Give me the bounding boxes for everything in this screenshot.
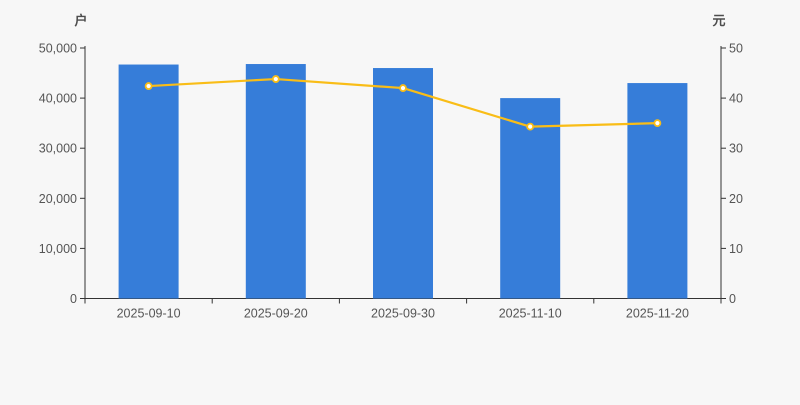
right-axis-tick-label: 50 — [729, 42, 743, 56]
x-axis-category-label: 2025-11-20 — [626, 307, 689, 321]
right-axis-tick-label: 0 — [729, 292, 736, 306]
right-axis-tick-label: 20 — [729, 192, 743, 206]
x-axis-category-label: 2025-11-10 — [499, 307, 562, 321]
line-marker[interactable] — [399, 84, 407, 92]
bar[interactable] — [245, 64, 306, 299]
right-axis-tick-label: 10 — [729, 242, 743, 256]
x-axis-category-label: 2025-09-30 — [371, 307, 435, 321]
bar[interactable] — [500, 98, 561, 299]
bar[interactable] — [627, 83, 688, 299]
left-axis-tick-label: 0 — [70, 292, 77, 306]
x-axis-category-label: 2025-09-20 — [244, 307, 308, 321]
right-axis-title: 元 — [712, 13, 726, 28]
bar[interactable] — [118, 64, 179, 299]
right-axis-tick-label: 40 — [729, 92, 743, 106]
line-marker[interactable] — [526, 122, 535, 131]
left-axis-tick-label: 50,000 — [39, 42, 77, 56]
right-axis-tick-label: 30 — [729, 142, 743, 156]
line-marker[interactable] — [144, 82, 153, 90]
left-axis-tick-label: 10,000 — [39, 242, 77, 256]
line-marker[interactable] — [653, 119, 662, 128]
bar[interactable] — [373, 68, 433, 299]
line-marker[interactable] — [271, 75, 280, 83]
left-axis-tick-label: 30,000 — [39, 142, 77, 156]
x-axis-category-label: 2025-09-10 — [117, 307, 181, 321]
left-axis-tick-label: 40,000 — [39, 92, 77, 106]
left-axis-title: 户 — [74, 13, 88, 28]
left-axis-tick-label: 20,000 — [39, 192, 77, 206]
